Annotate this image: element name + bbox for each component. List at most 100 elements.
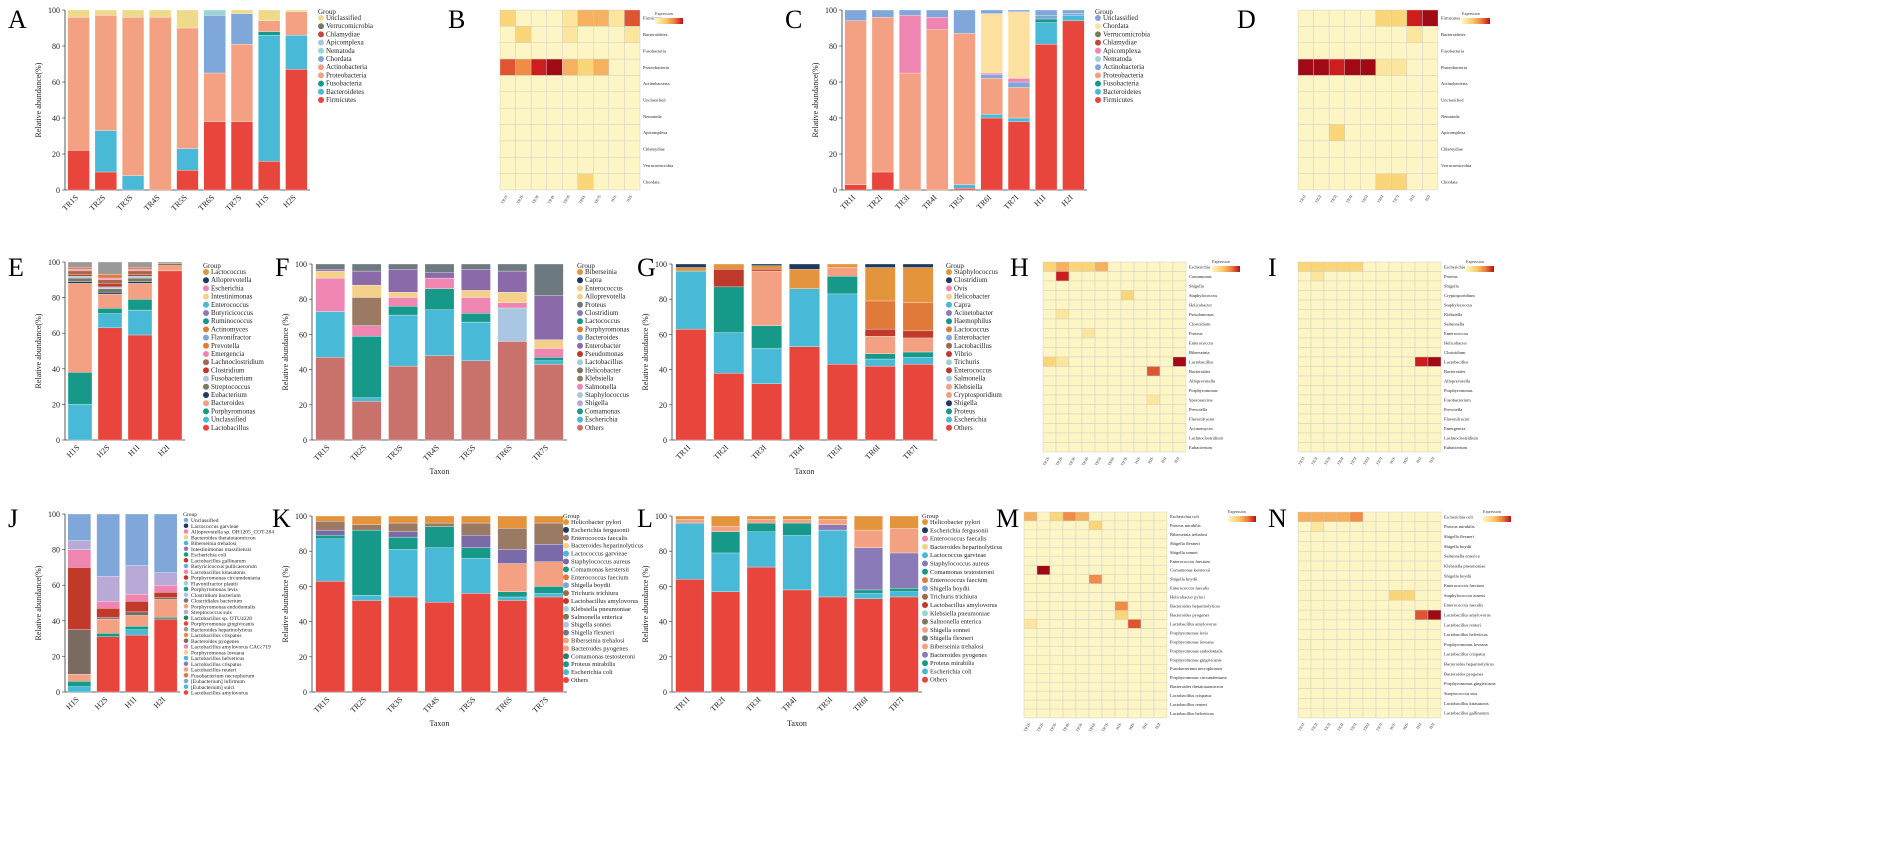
heatmap-cell — [1068, 432, 1083, 443]
heatmap-cell — [1349, 668, 1364, 679]
legend-swatch — [577, 326, 583, 333]
heatmap-cell — [1427, 688, 1442, 699]
heatmap-cell — [1133, 318, 1148, 329]
heatmap-cell — [1094, 442, 1109, 453]
heatmap-row-label: Comamonas kerstersii — [1170, 568, 1211, 573]
heatmap-row-label: Porphyromonas endodontalis — [1170, 648, 1223, 653]
heatmap-cell — [1323, 280, 1338, 291]
panel-label-B: B — [448, 5, 465, 34]
legend-entry: Bacteroides pyogenes — [191, 639, 239, 645]
heatmap-row-label: Flavonifractor — [1444, 416, 1470, 421]
bar-segment-comamonas — [534, 357, 564, 361]
x-tick-label: TR1S — [312, 695, 332, 715]
legend-swatch — [1095, 97, 1101, 103]
heatmap-cell — [1153, 511, 1168, 522]
heatmap-cell — [515, 91, 532, 109]
heatmap-row-label: Porphyromonas gingivicanis — [1444, 681, 1496, 686]
y-tick-label: 40 — [299, 366, 307, 375]
heatmap-cell — [1323, 551, 1338, 562]
heatmap-cell — [1323, 309, 1338, 320]
bar-segment-klebsiella — [351, 297, 382, 326]
heatmap-cell — [1297, 688, 1312, 699]
heatmap-cell — [1023, 690, 1038, 701]
heatmap-cell — [1349, 560, 1364, 572]
bar-segment-firmicutes — [230, 121, 253, 191]
heatmap-cell — [1328, 173, 1345, 191]
legend-entry: Others — [571, 677, 589, 684]
legend-swatch — [203, 342, 209, 349]
heatmap-cell — [1042, 261, 1057, 272]
heatmap-cell — [1349, 271, 1364, 282]
heatmap-cell — [1349, 707, 1364, 719]
heatmap-cell — [1388, 580, 1403, 591]
heatmap-cell — [1159, 366, 1174, 377]
heatmap-col-label: H2S — [1146, 456, 1154, 465]
legend-entry: Nematoda — [326, 47, 356, 55]
legend-swatch — [183, 580, 189, 586]
bar-segment-prevotella — [67, 267, 93, 270]
heatmap-cell — [1068, 356, 1083, 367]
heatmap-cell — [1336, 570, 1351, 581]
heatmap-cell — [1362, 511, 1377, 523]
bar-segment-bacteroides-pyogenes — [534, 561, 564, 587]
bar-segment-porphyromonas — [127, 299, 153, 311]
heatmap-row-label: Shigella flexneri — [1170, 541, 1201, 546]
heatmap-cell — [1427, 385, 1442, 396]
bar-segment-helicobacter-pylori — [889, 515, 919, 529]
bar-segment-unclassified — [153, 513, 178, 573]
legend-swatch — [922, 543, 928, 550]
heatmap-cell — [1159, 328, 1174, 339]
heatmap-cell — [1068, 404, 1083, 415]
bar-segment-bacteroides-pyogenes — [853, 547, 883, 591]
bar-segment-lactobacillus-reuteri — [125, 615, 149, 627]
heatmap-col-label: H1I — [1415, 721, 1423, 729]
legend: GroupLactococcusAlloprevotellaEscherichi… — [203, 262, 264, 432]
heatmap-cell — [1133, 413, 1148, 424]
panel-label-A: A — [8, 5, 27, 34]
heatmap-cell — [1140, 655, 1155, 665]
y-tick-label: 60 — [829, 78, 837, 87]
bar-segment--eubacterium-sulci — [67, 686, 92, 693]
heatmap-cell — [1140, 699, 1155, 710]
legend-entry: Bacteroidetes — [326, 88, 364, 96]
heatmap-cell — [1088, 673, 1103, 683]
legend-entry: Unclassified — [211, 416, 246, 424]
heatmap-cell — [1427, 629, 1442, 640]
heatmap-cell — [1297, 26, 1314, 43]
heatmap-cell — [530, 26, 547, 43]
legend-swatch — [183, 540, 189, 546]
heatmap-cell — [1062, 583, 1077, 593]
heatmap-cell — [1336, 551, 1351, 562]
heatmap-cell — [1310, 356, 1325, 367]
heatmap-cell — [562, 107, 578, 125]
heatmap-cell — [1140, 529, 1155, 540]
bar-segment-bacteroides-pyogenes — [153, 597, 178, 600]
bar-segment-lactobacillus-reuteri — [67, 674, 92, 682]
heatmap-cell — [1036, 529, 1051, 540]
heatmap-cell — [530, 58, 547, 76]
legend-entry: Fusobacterium — [211, 375, 253, 383]
heatmap-cell — [1388, 261, 1403, 272]
legend-swatch — [946, 383, 952, 390]
heatmap-cell — [624, 58, 641, 76]
bar-segment-proteus-mirabilis — [534, 586, 564, 594]
heatmap-cell — [1349, 394, 1364, 405]
heatmap-cell — [1427, 375, 1442, 386]
heatmap-row-label: Enterococcus faecalis — [1444, 603, 1483, 608]
heatmap-cell — [1401, 511, 1416, 523]
heatmap-cell — [499, 58, 516, 76]
y-tick-label: 20 — [829, 150, 837, 159]
heatmap-cell — [1427, 580, 1442, 591]
heatmap-cell — [1114, 637, 1129, 647]
heatmap-cell — [1133, 385, 1148, 396]
heatmap-cell — [1068, 385, 1083, 396]
heatmap-cell — [1310, 423, 1325, 434]
heatmap-cell — [1036, 628, 1051, 638]
heatmap-cell — [1310, 541, 1325, 552]
bar-segment-bacteroidetes — [1007, 117, 1030, 122]
legend-swatch — [203, 367, 209, 374]
bar-segment-salmonella — [315, 277, 345, 312]
heatmap-cell — [1159, 261, 1174, 272]
heatmap-cell — [577, 157, 594, 174]
